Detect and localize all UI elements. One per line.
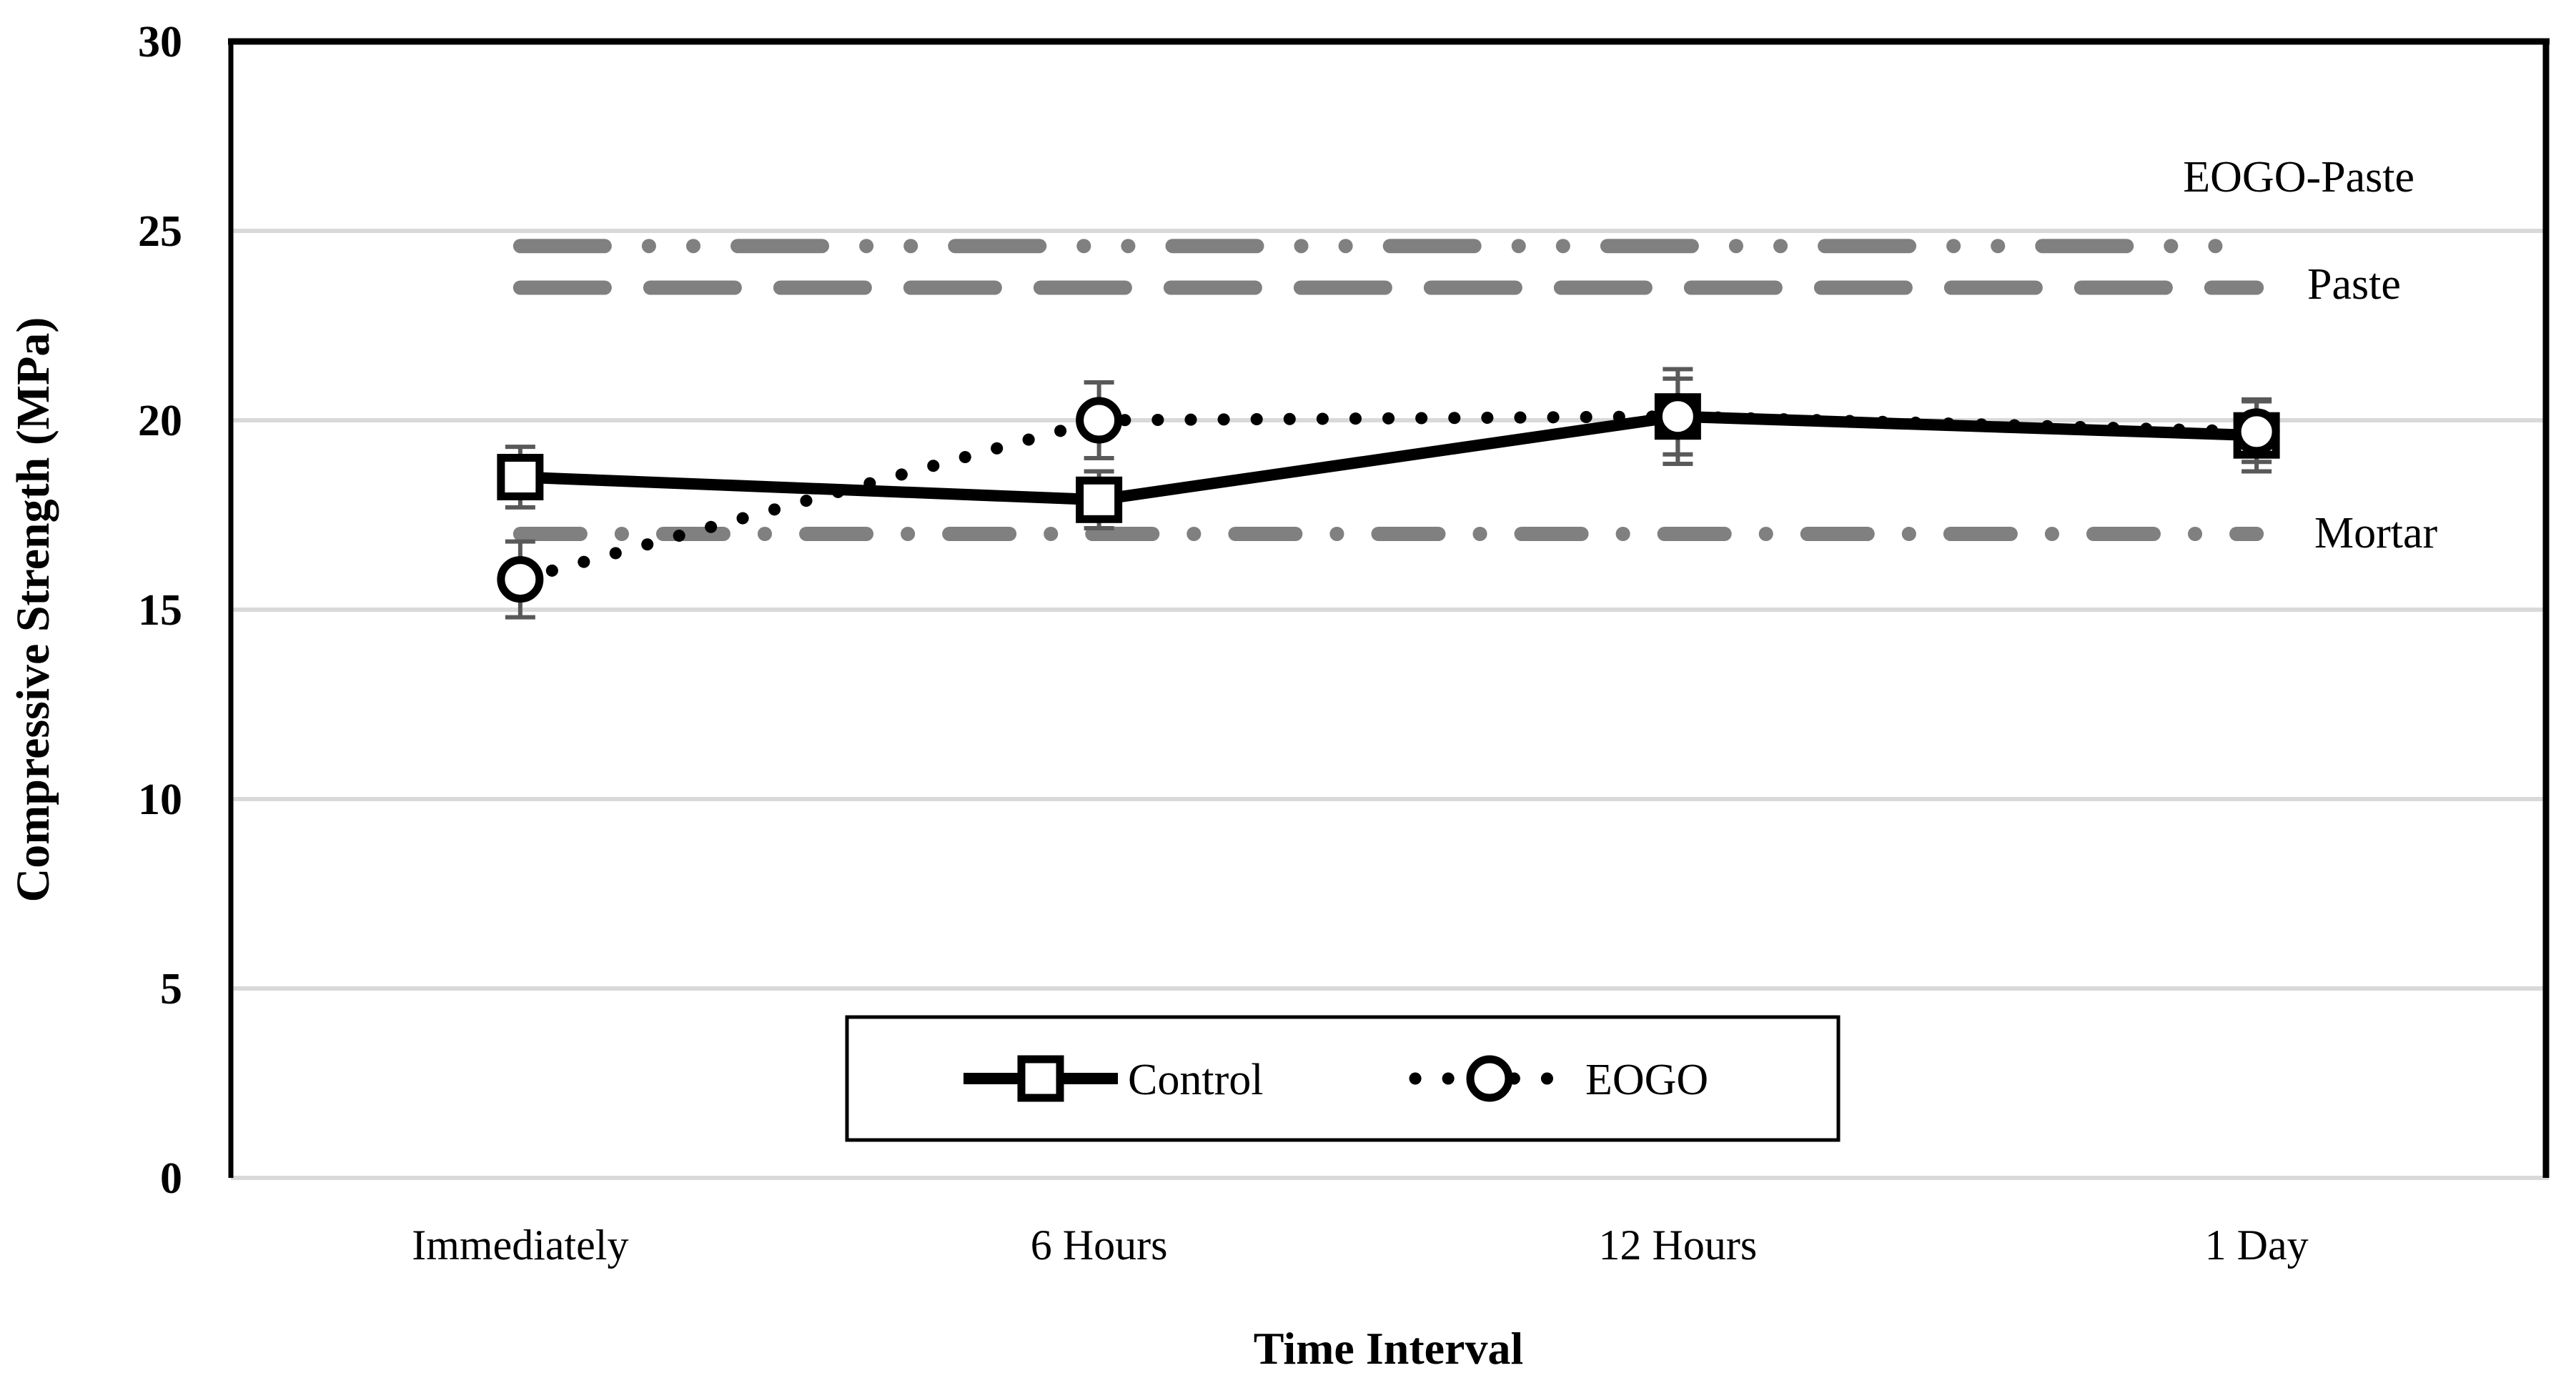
x-tick-label-0: Immediately [412, 1221, 628, 1269]
reference-label-paste: Paste [2307, 260, 2401, 309]
reference-label-eogo-paste: EOGO-Paste [2183, 153, 2414, 202]
x-tick-label-2: 12 Hours [1599, 1221, 1758, 1269]
x-tick-label-1: 6 Hours [1031, 1221, 1168, 1269]
y-tick-label-25: 25 [138, 207, 182, 256]
series-line-control [520, 410, 2257, 506]
y-tick-label-15: 15 [138, 586, 182, 635]
marker-eogo-3 [2233, 408, 2280, 455]
y-axis-title: Compressive Strength (MPa) [7, 317, 59, 903]
marker-eogo-0 [497, 556, 544, 603]
series-line-eogo [514, 410, 2263, 586]
y-tick-label-30: 30 [138, 18, 182, 66]
y-tick-label-20: 20 [138, 397, 182, 445]
marker-control-0 [497, 454, 544, 500]
legend-label-eogo: EOGO [1585, 1056, 1708, 1104]
legend: Control EOGO [845, 1015, 1841, 1142]
x-tick-label-3: 1 Day [2205, 1221, 2309, 1269]
marker-eogo-2 [1654, 393, 1701, 440]
marker-eogo-1 [1076, 397, 1123, 444]
legend-marker-eogo [1466, 1055, 1513, 1102]
y-tick-label-0: 0 [160, 1154, 182, 1203]
reference-label-mortar: Mortar [2314, 509, 2438, 557]
legend-label-control: Control [1128, 1056, 1263, 1104]
x-axis-title: Time Interval [1254, 1323, 1523, 1373]
y-tick-label-10: 10 [138, 775, 182, 824]
legend-marker-control [1017, 1055, 1064, 1102]
marker-control-1 [1076, 476, 1123, 523]
y-tick-label-5: 5 [160, 965, 182, 1013]
